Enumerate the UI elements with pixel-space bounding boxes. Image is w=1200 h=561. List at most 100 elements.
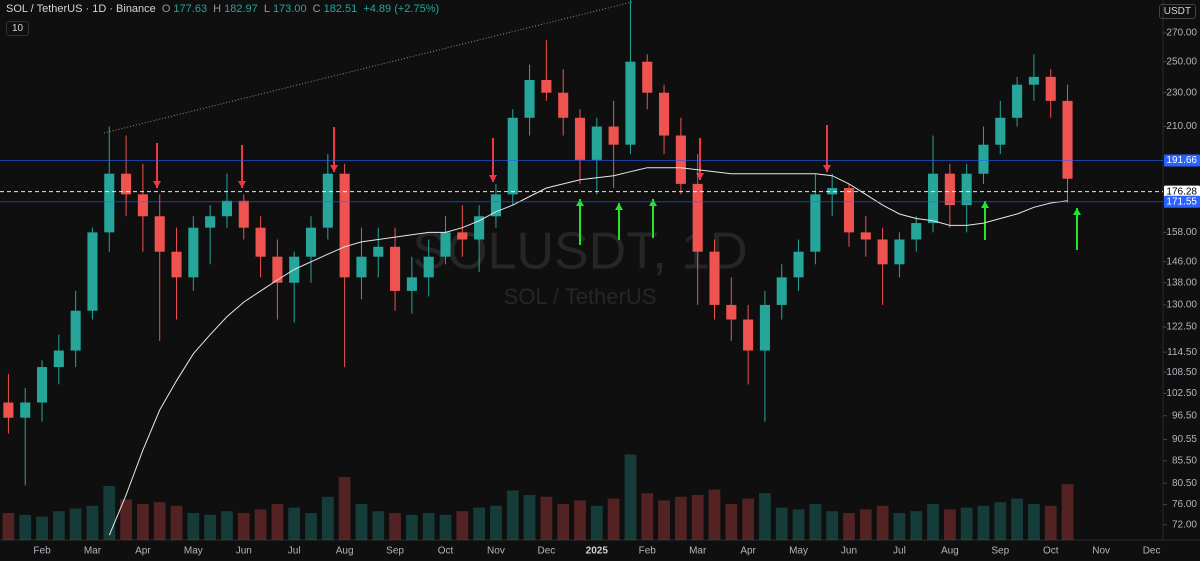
- price-label: 176.28: [1166, 186, 1197, 197]
- candle-body: [322, 173, 333, 228]
- candle-body: [642, 61, 653, 93]
- candle-body: [457, 232, 468, 240]
- volume-bar: [389, 513, 401, 540]
- x-tick-label: Mar: [689, 546, 707, 557]
- volume-bar: [237, 513, 250, 540]
- candle-body: [928, 173, 939, 224]
- volume-bar: [52, 511, 65, 540]
- y-tick-label: 80.50: [1172, 478, 1197, 489]
- x-tick-label: Jul: [288, 546, 301, 557]
- y-tick-label: 210.00: [1166, 121, 1197, 132]
- candle-body: [810, 194, 821, 252]
- candle-body: [440, 232, 451, 257]
- candle-body: [659, 92, 670, 136]
- volume-bar: [708, 489, 721, 540]
- volume-bar: [641, 493, 654, 540]
- ohlc-value: 173.00: [272, 3, 307, 15]
- candle-body: [507, 117, 518, 195]
- volume-bar: [321, 496, 334, 540]
- candle-body: [390, 246, 401, 291]
- candle-body: [1028, 76, 1039, 85]
- change: +4.89 (+2.75%): [363, 3, 440, 15]
- currency-select[interactable]: USDT: [1158, 4, 1196, 19]
- candle-body: [305, 227, 317, 257]
- volume-bar: [2, 513, 15, 540]
- volume-bar: [943, 509, 956, 540]
- candle-body: [104, 173, 115, 233]
- volume-bar: [506, 490, 519, 540]
- volume-bar: [86, 505, 99, 540]
- candle-body: [1012, 84, 1023, 118]
- arrow-head: [576, 199, 584, 206]
- x-tick-label: Jun: [841, 546, 857, 557]
- volume-bar: [305, 513, 317, 540]
- candle-body: [894, 239, 905, 265]
- candle-body: [238, 200, 249, 228]
- volume-bar: [221, 511, 233, 540]
- candle-body: [70, 310, 81, 351]
- volume-bar: [725, 504, 738, 540]
- candle-body: [171, 251, 182, 278]
- volume-bar: [809, 504, 822, 540]
- x-tick-label: Aug: [941, 546, 959, 557]
- volume-bar: [490, 505, 502, 540]
- candle-body: [3, 402, 14, 418]
- y-tick-label: 146.00: [1166, 256, 1197, 267]
- volume-bar: [137, 504, 149, 540]
- ohlc-label: H: [213, 3, 222, 15]
- volume-bar: [843, 513, 855, 540]
- arrow-head: [238, 181, 246, 188]
- volume-bar: [170, 505, 183, 540]
- x-tick-label: May: [184, 546, 203, 557]
- x-tick-label: Aug: [336, 546, 354, 557]
- volume-bar: [456, 511, 469, 540]
- volume-bar: [759, 493, 771, 540]
- y-tick-label: 122.50: [1166, 322, 1197, 333]
- candle-body: [20, 402, 31, 418]
- candle-body: [541, 79, 552, 93]
- x-tick-label: Jun: [236, 546, 252, 557]
- x-tick-label: Dec: [537, 546, 555, 557]
- volume-bar: [607, 498, 620, 540]
- candle-body: [911, 223, 922, 240]
- candle-body: [608, 126, 619, 145]
- y-tick-label: 108.50: [1166, 367, 1197, 378]
- price-label: 171.55: [1166, 196, 1197, 207]
- x-tick-label: Nov: [1092, 546, 1110, 557]
- candle-body: [776, 277, 787, 305]
- candle-body: [53, 350, 64, 368]
- arrow-head: [330, 165, 338, 172]
- volume-bar: [271, 504, 284, 540]
- volume-bar: [1061, 484, 1074, 540]
- candle-body: [373, 246, 384, 257]
- candle-body: [743, 319, 754, 351]
- candle-body: [709, 251, 720, 305]
- volume-bar: [994, 502, 1007, 540]
- x-tick-label: Jul: [893, 546, 906, 557]
- candle-body: [121, 173, 132, 195]
- arrow-head: [153, 181, 161, 188]
- arrow-head: [615, 203, 623, 210]
- candle-body: [827, 188, 838, 195]
- candle-body: [860, 232, 871, 240]
- x-tick-label: Apr: [135, 546, 151, 557]
- volume-bar: [590, 505, 603, 540]
- trend-line: [103, 1, 633, 134]
- volume-bar: [254, 509, 267, 540]
- indicator-toggle[interactable]: 10: [6, 21, 30, 36]
- price-label: 191.66: [1166, 155, 1197, 166]
- volume-bar: [204, 514, 217, 540]
- price-label-box: [1164, 154, 1200, 167]
- x-tick-label: 2025: [586, 546, 609, 557]
- volume-bar: [977, 505, 990, 540]
- arrow-head: [823, 165, 831, 172]
- volume-bar: [540, 496, 553, 540]
- volume-bar: [153, 502, 166, 540]
- volume-bar: [927, 504, 939, 540]
- ohlc-label: C: [312, 3, 321, 15]
- y-tick-label: 250.00: [1166, 56, 1197, 67]
- volume-bar: [288, 507, 301, 540]
